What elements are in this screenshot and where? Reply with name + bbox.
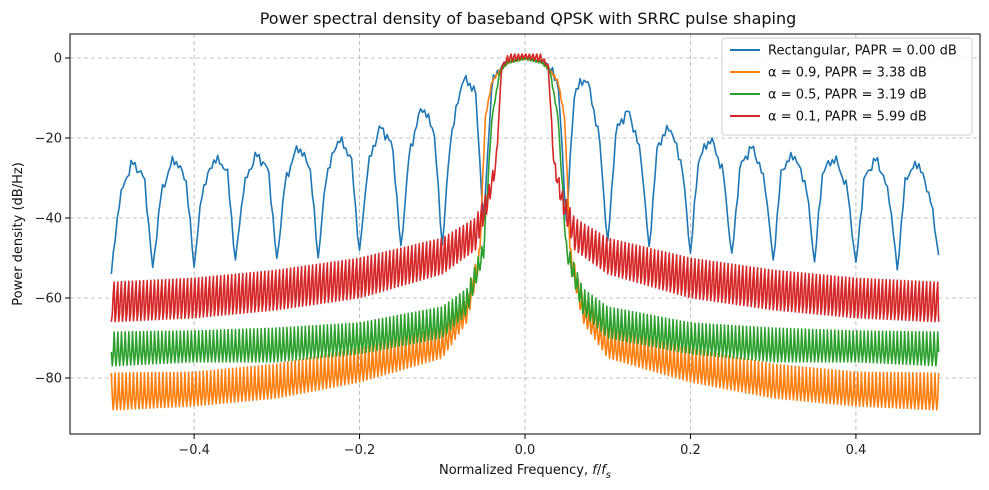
legend-label: α = 0.5, PAPR = 3.19 dB bbox=[768, 88, 927, 103]
chart-title: Power spectral density of baseband QPSK … bbox=[260, 9, 797, 28]
legend-items: Rectangular, PAPR = 0.00 dB α = 0.9, PAPR… bbox=[730, 44, 957, 125]
legend: Rectangular, PAPR = 0.00 dB α = 0.9, PAPR… bbox=[721, 37, 973, 136]
y-axis-label: Power density (dB/Hz) bbox=[11, 162, 26, 306]
y-tick-label: 0 bbox=[54, 52, 62, 67]
legend-label: α = 0.9, PAPR = 3.38 dB bbox=[768, 66, 927, 81]
series-layer bbox=[110, 53, 940, 411]
x-tick-label: 0.4 bbox=[846, 443, 867, 458]
legend-box bbox=[721, 37, 973, 136]
series-line-3 bbox=[110, 53, 940, 323]
legend-label: Rectangular, PAPR = 0.00 dB bbox=[768, 44, 957, 59]
y-tick-label: −60 bbox=[35, 292, 62, 307]
x-tick-label: 0.0 bbox=[515, 443, 536, 458]
y-tick-label: −40 bbox=[35, 212, 62, 227]
x-tick-label: −0.2 bbox=[344, 443, 376, 458]
y-tick-label: −20 bbox=[35, 132, 62, 147]
y-tick-label: −80 bbox=[35, 372, 62, 387]
x-tick-label: −0.4 bbox=[178, 443, 210, 458]
x-tick-label: 0.2 bbox=[680, 443, 701, 458]
y-ticks: 0 −20 −40 −60 −80 bbox=[35, 52, 70, 387]
series-line-2 bbox=[110, 56, 940, 367]
x-axis-label: Normalized Frequency, f/fs bbox=[439, 463, 611, 481]
x-ticks: −0.4 −0.2 0.0 0.2 0.4 bbox=[178, 434, 866, 458]
legend-label: α = 0.1, PAPR = 5.99 dB bbox=[768, 110, 927, 125]
